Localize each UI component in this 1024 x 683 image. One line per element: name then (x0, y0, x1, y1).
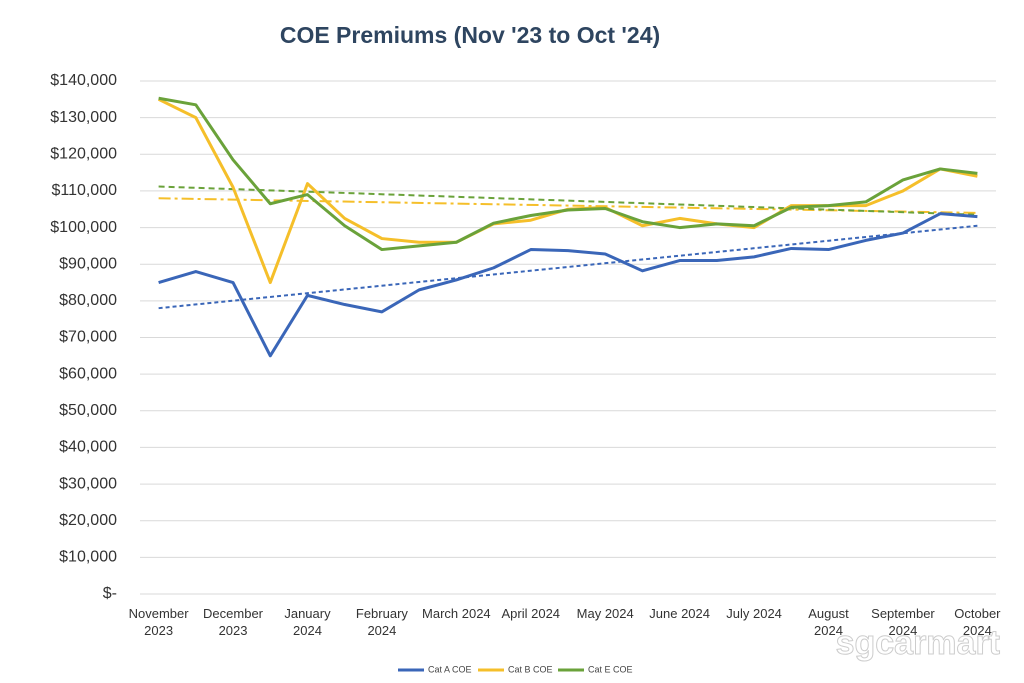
trend-line (158, 224, 978, 310)
watermark: sgcarmart (836, 624, 1000, 662)
x-tick-label: February 2024 (355, 606, 408, 638)
series-line (158, 212, 978, 358)
y-tick-label: $90,000 (59, 255, 117, 272)
y-tick-label: $140,000 (50, 72, 117, 89)
x-tick-label: March 2024 (422, 606, 491, 621)
x-tick-label: July 2024 (726, 606, 782, 621)
x-tick-label: November 2023 (128, 606, 189, 638)
legend-label: Cat B COE (508, 664, 553, 674)
series-line (158, 96, 978, 252)
y-tick-label: $50,000 (59, 402, 117, 419)
y-tick-label: $120,000 (50, 146, 117, 163)
chart-title: COE Premiums (Nov '23 to Oct '24) (280, 22, 660, 48)
x-tick-label: October 2024 (954, 606, 1001, 638)
x-tick-label: May 2024 (576, 606, 634, 621)
trend-line (158, 197, 978, 214)
x-tick-label: December 2023 (203, 606, 264, 638)
y-tick-label: $40,000 (59, 439, 117, 456)
y-tick-label: $70,000 (59, 329, 117, 346)
trend-line (158, 185, 978, 216)
legend-label: Cat E COE (588, 664, 633, 674)
y-tick-label: $80,000 (59, 292, 117, 309)
legend-label: Cat A COE (428, 664, 472, 674)
x-tick-label: January 2024 (284, 606, 331, 638)
x-tick-label: April 2024 (501, 606, 561, 621)
x-tick-label: August 2024 (808, 606, 849, 638)
y-tick-label: $130,000 (50, 109, 117, 126)
y-tick-label: $10,000 (59, 549, 117, 566)
y-tick-label: $- (103, 585, 117, 602)
x-tick-label: September 2024 (871, 606, 935, 638)
x-tick-label: June 2024 (649, 606, 710, 621)
y-tick-label: $30,000 (59, 475, 117, 492)
y-tick-label: $20,000 (59, 512, 117, 529)
y-tick-label: $110,000 (51, 182, 117, 199)
y-tick-label: $60,000 (59, 365, 117, 382)
y-tick-label: $100,000 (50, 219, 117, 236)
